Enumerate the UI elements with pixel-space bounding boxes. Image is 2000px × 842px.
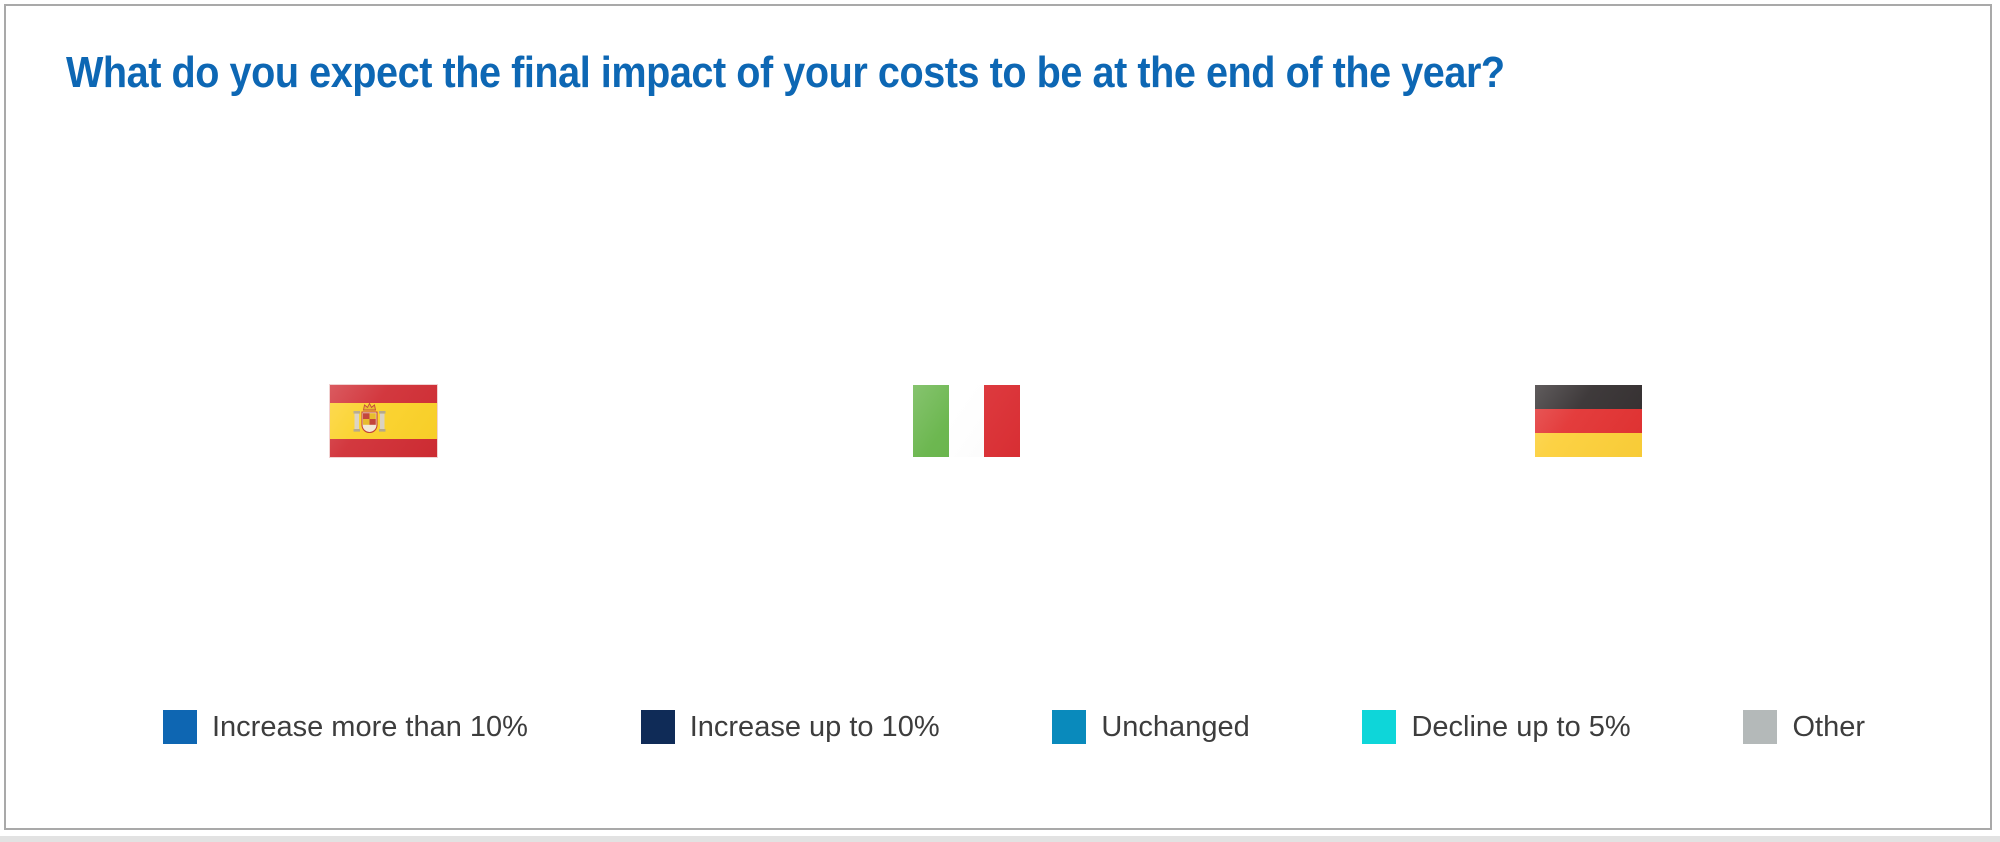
legend-item-unchanged: Unchanged [1052,710,1250,744]
flag-stripe [1535,409,1642,433]
germany-flag-stripes [1535,385,1642,457]
legend-swatch-icon [163,710,197,744]
legend-swatch-icon [640,710,675,744]
legend-swatch-icon [1052,710,1087,744]
spain-flag-icon [330,385,437,457]
legend-label: Other [1792,710,1865,743]
flag-stripe [1535,385,1642,409]
italy-flag-icon [913,385,1021,457]
chart-title: What do you expect the final impact of y… [66,48,1505,97]
legend-label: Increase more than 10% [212,710,528,743]
legend-label: Unchanged [1101,710,1250,743]
legend-label: Decline up to 5% [1411,710,1631,743]
flag-stripe [330,385,437,403]
bottom-page-strip [0,836,2000,842]
spain-coat-of-arms-icon [353,403,386,434]
chart-legend: Increase more than 10% Increase up to 10… [163,710,1865,744]
germany-flag-icon [1535,385,1642,457]
legend-item-decline-up-to-5: Decline up to 5% [1362,710,1631,744]
legend-item-other: Other [1743,710,1865,744]
legend-item-increase-up-to-10: Increase up to 10% [640,710,940,744]
legend-swatch-icon [1362,710,1397,744]
flag-stripe [330,439,437,457]
flag-stripe [1535,433,1642,457]
legend-label: Increase up to 10% [689,710,940,743]
legend-swatch-icon [1743,710,1778,744]
flag-stripe [948,385,985,457]
spain-flag-stripes [330,385,437,457]
legend-item-increase-more-than-10: Increase more than 10% [163,710,528,744]
flag-stripe [984,385,1021,457]
flag-stripe [913,385,949,457]
italy-flag-stripes [913,385,1021,457]
